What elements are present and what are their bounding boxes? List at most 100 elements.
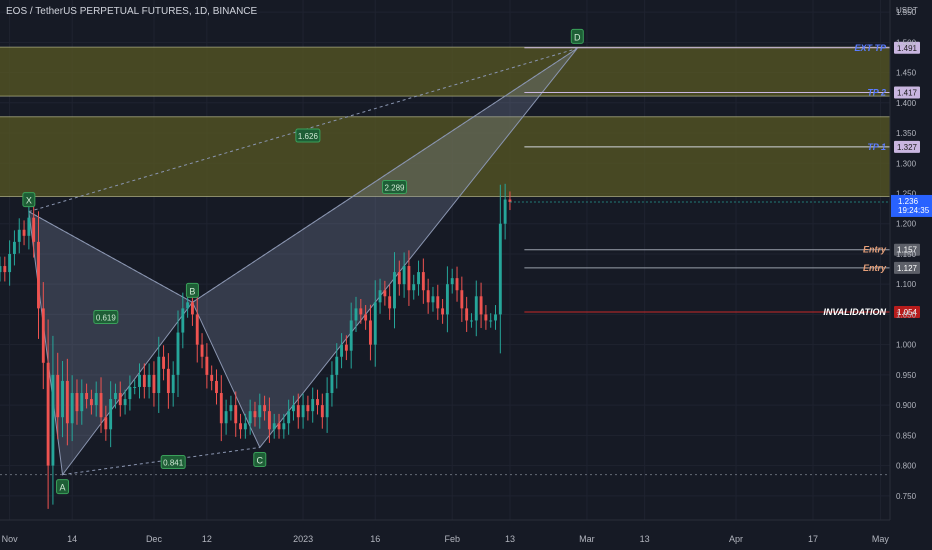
y-axis-tick: 1.000 (896, 341, 917, 350)
pattern-point-label: B (189, 286, 195, 296)
candle-body (417, 272, 420, 285)
candle-body (426, 290, 430, 303)
candle-body (195, 314, 199, 345)
x-axis-tick: Mar (579, 534, 595, 544)
level-price-text: 1.491 (897, 44, 918, 53)
level-price-text: 1.054 (897, 308, 918, 317)
candle-body (138, 374, 141, 387)
candle-body (94, 393, 98, 406)
candle-body (340, 344, 344, 357)
candle-body (388, 296, 392, 309)
candle-body (320, 405, 324, 418)
level-label: Entry (863, 245, 887, 255)
pattern-point-label: D (574, 32, 581, 42)
candle-body (85, 393, 89, 400)
candle-body (123, 399, 127, 406)
current-price-tag (891, 194, 932, 217)
y-axis-tick: 1.250 (896, 189, 917, 198)
candle-body (152, 374, 156, 394)
y-axis-tick: 0.900 (896, 401, 917, 410)
candle-body (489, 320, 493, 322)
candle-body (325, 393, 329, 418)
y-axis-tick: 1.050 (896, 310, 917, 319)
candle-body (229, 405, 233, 412)
candle-body (498, 223, 502, 315)
candle-body (383, 290, 387, 297)
y-axis-tick: 0.950 (896, 371, 917, 380)
candle-body (70, 393, 74, 424)
candle-body (393, 272, 396, 309)
x-axis-tick: 13 (505, 534, 515, 544)
candle-body (176, 332, 180, 375)
candle-body (171, 374, 175, 394)
candle-body (441, 308, 445, 315)
target-zone (0, 47, 890, 97)
current-price-countdown: 19:24:35 (898, 206, 930, 215)
pattern-point-badge (253, 451, 267, 467)
candle-body (378, 290, 382, 303)
candle-body (239, 423, 242, 430)
ratio-badge (160, 455, 186, 470)
y-axis-tick: 1.400 (896, 99, 917, 108)
ratio-badge (381, 179, 407, 194)
candle-body (243, 423, 247, 430)
y-axis-unit: USDT (896, 6, 918, 15)
candle-body (359, 308, 363, 315)
candle-body (258, 405, 262, 418)
level-price-tag (894, 41, 920, 54)
candle-body (104, 417, 108, 430)
x-axis-tick: May (872, 534, 890, 544)
candle-body (215, 380, 218, 394)
candle-body (402, 266, 406, 285)
level-price-text: 1.157 (897, 246, 918, 255)
level-price-tag (894, 243, 920, 256)
candle-body (431, 296, 435, 303)
candle-body (65, 380, 69, 424)
candle-body (8, 253, 12, 273)
candle-body (80, 393, 84, 412)
level-price-text: 1.327 (897, 143, 918, 152)
candle-body (272, 423, 276, 430)
pattern-point-badge (185, 282, 199, 298)
candle-body (219, 393, 223, 424)
candle-body (306, 405, 310, 412)
candle-body (335, 356, 339, 375)
candle-body (373, 302, 377, 345)
pattern-bcd (191, 47, 578, 449)
candle-body (37, 241, 40, 309)
candle-body (503, 199, 507, 224)
y-axis-tick: 1.550 (896, 8, 917, 17)
candle-body (128, 386, 132, 400)
x-axis-tick: Dec (146, 534, 163, 544)
pattern-point-label: A (60, 483, 66, 493)
pattern-point-badge (570, 28, 584, 44)
candle-body (277, 423, 281, 430)
candle-body (17, 229, 21, 242)
candle-body (301, 405, 305, 418)
candle-body (75, 393, 79, 412)
level-price-tag (894, 86, 920, 99)
candle-body (56, 374, 60, 418)
candle-body (41, 308, 45, 363)
candle-body (455, 278, 459, 291)
x-axis-tick: Feb (444, 534, 460, 544)
target-zone (0, 116, 890, 197)
x-axis-tick: 14 (67, 534, 77, 544)
y-axis-tick: 0.750 (896, 492, 917, 501)
candle-body (479, 296, 483, 315)
candle-body (147, 374, 151, 387)
y-axis-tick: 0.800 (896, 462, 917, 471)
chart-title: EOS / TetherUS PERPETUAL FUTURES, 1D, BI… (6, 6, 258, 17)
candle-body (181, 308, 185, 333)
candle-body (354, 308, 358, 321)
candle-body (3, 266, 7, 273)
candle-body (296, 405, 300, 418)
level-price-tag (894, 261, 920, 274)
level-label: Entry (863, 263, 887, 273)
candle-body (248, 411, 252, 424)
current-price-value: 1.236 (898, 197, 919, 206)
pattern-point-label: X (26, 196, 32, 206)
candle-body (421, 272, 425, 291)
candle-body (494, 314, 497, 321)
